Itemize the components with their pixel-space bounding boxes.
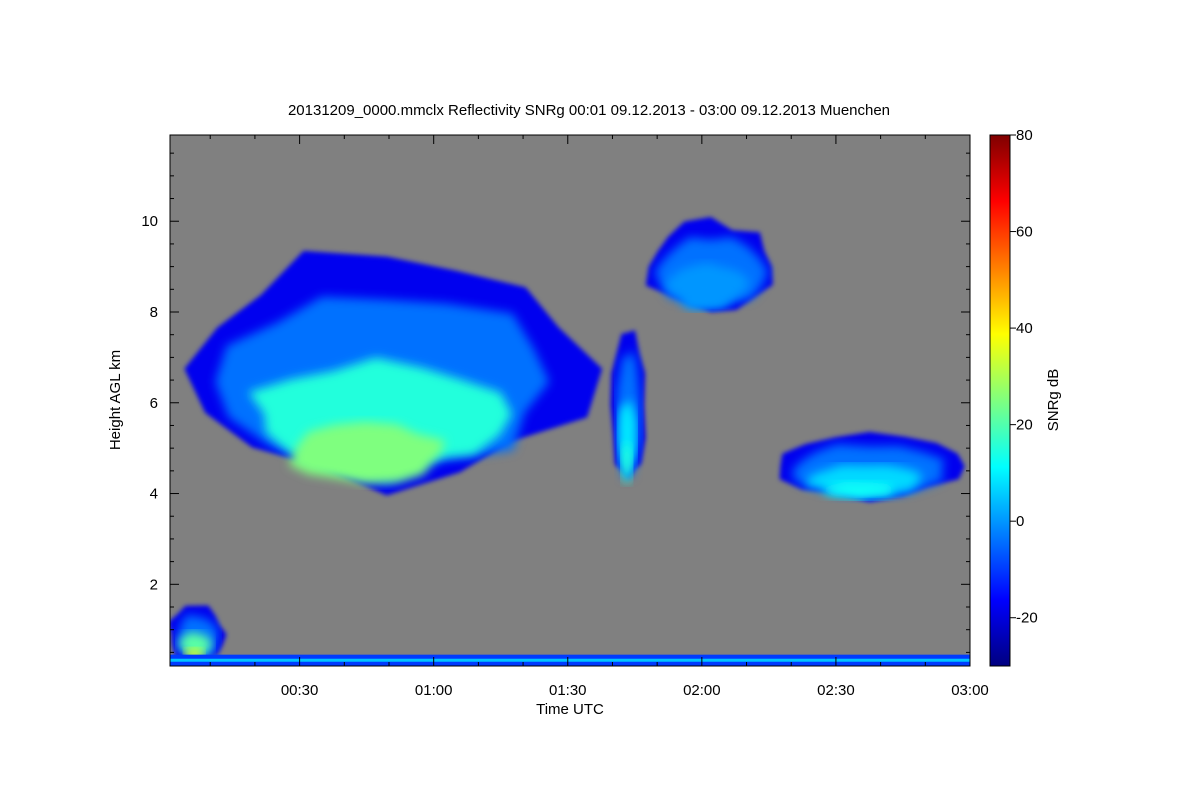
ground-clutter-line [170, 658, 970, 662]
x-tick-label: 03:00 [951, 682, 989, 699]
colorbar-tick-label: 60 [1016, 224, 1033, 241]
x-tick-label: 02:30 [817, 682, 855, 699]
x-tick-label: 00:30 [281, 682, 319, 699]
colorbar-tick-label: -20 [1016, 610, 1038, 627]
x-tick-label: 01:00 [415, 682, 453, 699]
plot-frame [169, 134, 971, 667]
upper-cloud-patch-peak [679, 287, 730, 311]
virga-column-peak [621, 442, 633, 483]
mid-level-cloud-peak [823, 481, 895, 499]
y-tick-label: 4 [150, 486, 158, 503]
colorbar-tick-label: 40 [1016, 320, 1033, 337]
y-tick-label: 6 [150, 395, 158, 412]
colorbar-tick-label: 20 [1016, 417, 1033, 434]
main-cloud-layer-peak [288, 421, 446, 484]
x-tick-label: 02:00 [683, 682, 721, 699]
x-tick-label: 01:30 [549, 682, 587, 699]
colorbar-axis: -20 0 20 40 60 80 [1010, 127, 1038, 627]
y-tick-label: 2 [150, 576, 158, 593]
colorbar-tick-label: 0 [1016, 513, 1024, 530]
colorbar-label: SNRg dB [1045, 369, 1062, 432]
y-axis: 2 4 6 8 10 [141, 152, 970, 653]
x-axis-label: Time UTC [536, 701, 604, 718]
x-axis: 00:30 01:00 01:30 02:00 02:30 03:00 [209, 135, 989, 699]
colorbar [989, 134, 1011, 667]
colorbar-tick-label: 80 [1016, 127, 1033, 144]
y-axis-label: Height AGL km [107, 350, 124, 450]
y-tick-label: 10 [141, 213, 158, 230]
reflectivity-field [170, 217, 970, 666]
y-tick-label: 8 [150, 304, 158, 321]
chart-title: 20131209_0000.mmclx Reflectivity SNRg 00… [288, 102, 890, 119]
